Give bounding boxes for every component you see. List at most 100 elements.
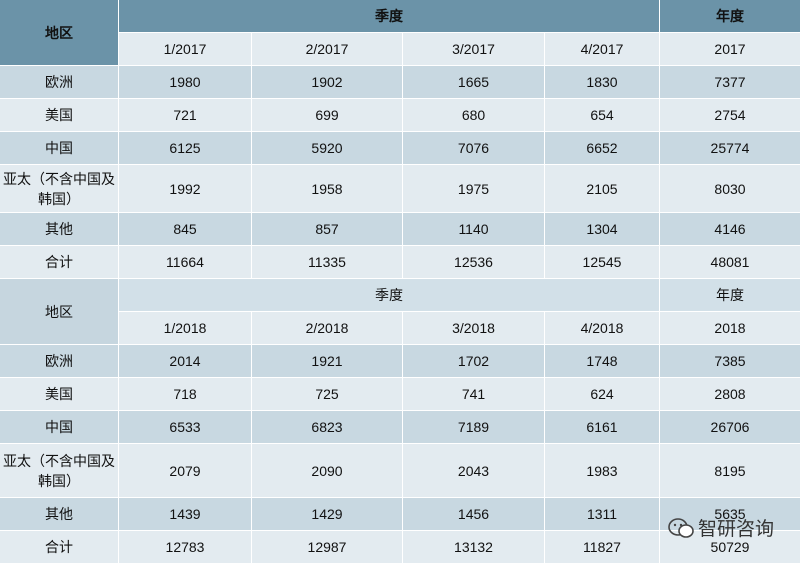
value-cell: 624	[545, 378, 660, 411]
value-cell-text: 1665	[457, 74, 490, 90]
value-cell-text: 50729	[710, 539, 750, 555]
value-cell: 12536	[403, 246, 545, 279]
value-cell-text: 718	[173, 386, 197, 402]
value-cell-text: 11335	[308, 254, 346, 270]
value-cell: 2079	[119, 444, 252, 498]
value-cell-text: 2105	[586, 180, 618, 197]
value-cell-text: 7189	[457, 419, 490, 435]
value-cell: 1902	[252, 66, 403, 99]
value-cell-text: 6125	[169, 140, 201, 156]
value-cell-text: 725	[315, 386, 339, 402]
region-header-text: 地区	[45, 24, 73, 41]
value-cell-text: 4146	[714, 221, 746, 237]
value-cell: 8195	[660, 444, 801, 498]
region-header: 地区	[0, 279, 119, 345]
region-header: 地区	[0, 0, 119, 66]
value-cell-text: 1748	[586, 353, 618, 369]
period-header-text: 2/2017	[305, 41, 349, 57]
period-header: 3/2017	[403, 33, 545, 66]
region-cell-text: 亚太（不含中国及韩国）	[3, 452, 115, 489]
value-cell-text: 654	[590, 107, 614, 123]
value-cell: 1304	[545, 213, 660, 246]
region-cell: 其他	[0, 213, 119, 246]
value-cell-text: 845	[173, 221, 197, 237]
period-header-text: 3/2018	[452, 320, 495, 336]
value-cell-text: 1456	[457, 506, 490, 522]
value-cell-text: 857	[315, 221, 339, 237]
value-cell: 6652	[545, 132, 660, 165]
value-cell-text: 2079	[169, 462, 201, 479]
period-header: 3/2018	[403, 312, 545, 345]
value-cell-text: 8195	[714, 462, 746, 479]
value-cell: 1983	[545, 444, 660, 498]
region-cell: 亚太（不含中国及韩国）	[0, 444, 119, 498]
value-cell-text: 1958	[311, 180, 343, 197]
region-cell-text: 其他	[45, 506, 73, 522]
value-cell: 857	[252, 213, 403, 246]
region-cell-text: 中国	[45, 140, 73, 156]
value-cell: 5635	[660, 498, 801, 531]
period-header-text: 4/2018	[580, 320, 624, 336]
period-header: 4/2018	[545, 312, 660, 345]
value-cell: 2808	[660, 378, 801, 411]
year-header: 年度	[660, 0, 801, 33]
region-cell: 美国	[0, 99, 119, 132]
region-cell-text: 欧洲	[45, 353, 73, 369]
value-cell: 1456	[403, 498, 545, 531]
region-cell-text: 中国	[45, 419, 73, 435]
region-cell: 合计	[0, 246, 119, 279]
value-cell: 1748	[545, 345, 660, 378]
value-cell: 699	[252, 99, 403, 132]
value-cell: 7076	[403, 132, 545, 165]
value-cell: 48081	[660, 246, 801, 279]
value-cell-text: 1702	[457, 353, 490, 369]
period-header-text: 4/2017	[580, 41, 624, 57]
quarter-header: 季度	[119, 0, 660, 33]
watermark-icon	[668, 517, 694, 538]
value-cell: 1702	[403, 345, 545, 378]
year-header: 年度	[660, 279, 801, 312]
region-cell-text: 其他	[45, 221, 73, 237]
value-cell-text: 1980	[169, 74, 201, 90]
value-cell: 7385	[660, 345, 801, 378]
value-cell-text: 12545	[582, 254, 622, 270]
region-header-text: 地区	[45, 303, 73, 320]
value-cell-text: 25774	[710, 140, 750, 156]
value-cell: 6823	[252, 411, 403, 444]
value-cell-text: 1975	[457, 180, 490, 197]
value-cell: 8030	[660, 165, 801, 213]
year-header-text: 年度	[716, 8, 744, 24]
value-cell-text: 5635	[714, 506, 746, 522]
period-header-text: 1/2017	[163, 41, 207, 57]
period-header-text: 2018	[714, 320, 746, 336]
value-cell: 2014	[119, 345, 252, 378]
value-cell-text: 8030	[714, 180, 746, 197]
value-cell-text: 1830	[586, 74, 618, 90]
value-cell-text: 1902	[311, 74, 343, 90]
value-cell: 680	[403, 99, 545, 132]
value-cell: 6125	[119, 132, 252, 165]
value-cell: 12987	[252, 531, 403, 564]
value-cell-text: 12987	[307, 539, 347, 555]
value-cell: 741	[403, 378, 545, 411]
value-cell: 1311	[545, 498, 660, 531]
watermark-text: 智研咨询	[698, 519, 775, 540]
value-cell-text: 6652	[586, 140, 618, 156]
value-cell: 725	[252, 378, 403, 411]
value-cell-text: 13132	[454, 539, 493, 555]
value-cell-text: 48081	[710, 254, 750, 270]
period-header: 2/2017	[252, 33, 403, 66]
region-cell: 合计	[0, 531, 119, 564]
value-cell-text: 7076	[457, 140, 490, 156]
period-header: 4/2017	[545, 33, 660, 66]
value-cell: 26706	[660, 411, 801, 444]
value-cell-text: 741	[461, 386, 486, 402]
value-cell-text: 6533	[169, 419, 201, 435]
value-cell-text: 26706	[710, 419, 750, 435]
value-cell: 845	[119, 213, 252, 246]
value-cell: 654	[545, 99, 660, 132]
region-cell: 欧洲	[0, 345, 119, 378]
value-cell-text: 12536	[454, 254, 493, 270]
region-cell: 中国	[0, 132, 119, 165]
value-cell: 12783	[119, 531, 252, 564]
